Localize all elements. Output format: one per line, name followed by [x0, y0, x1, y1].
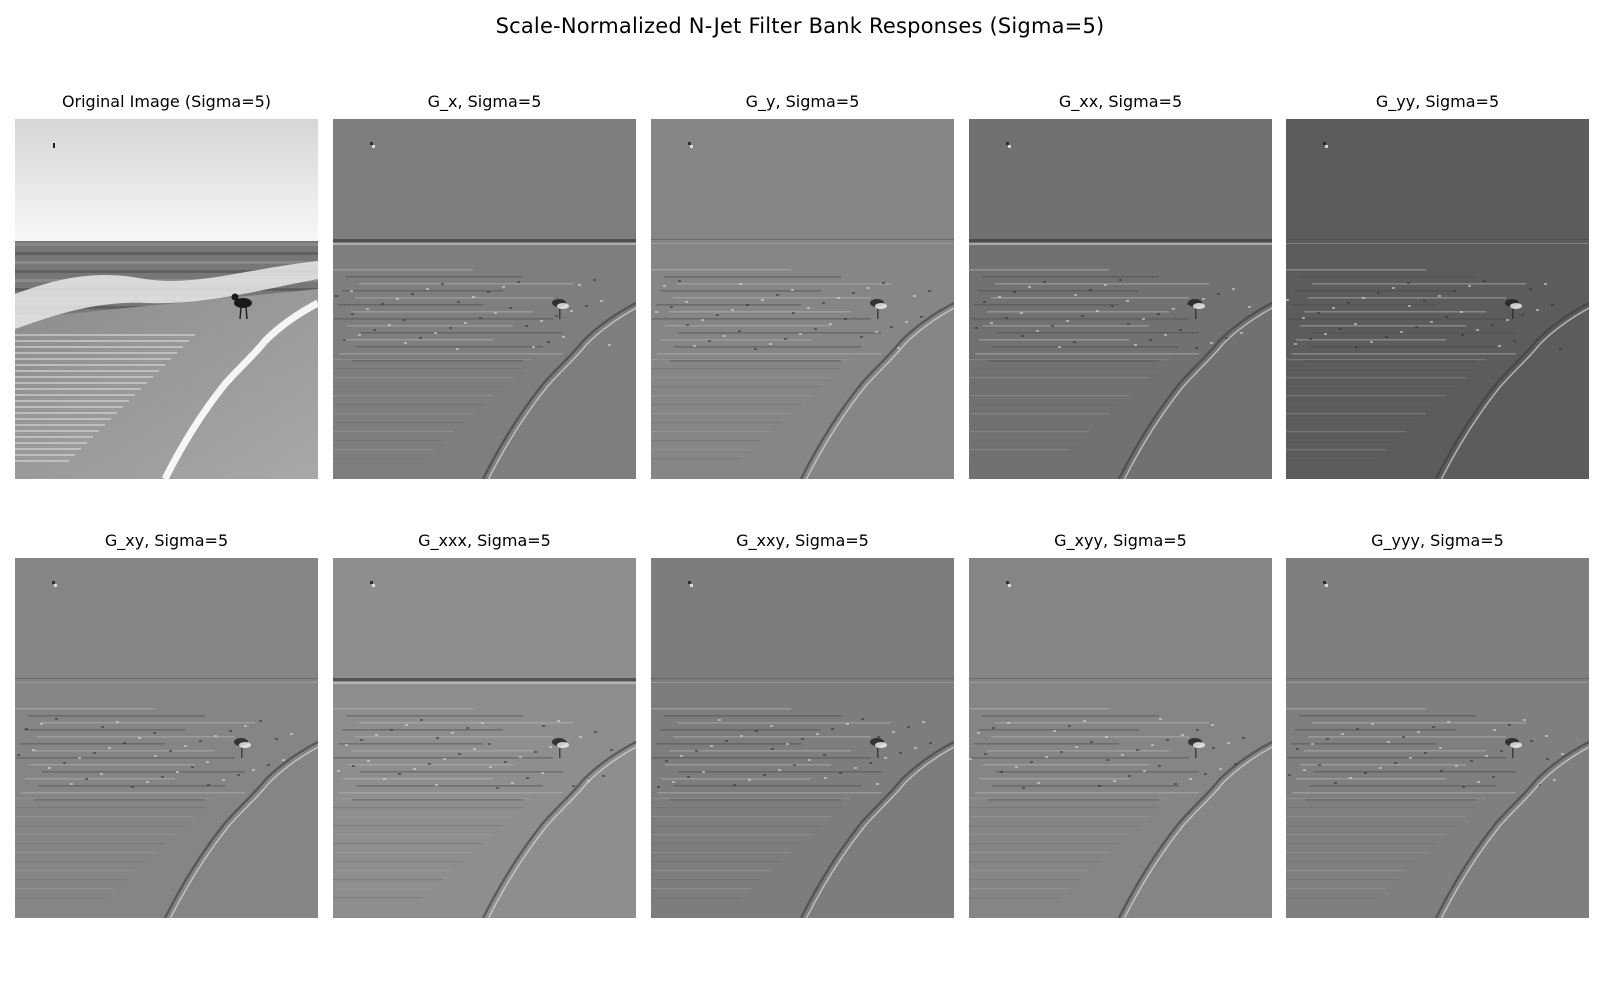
panel-image — [969, 558, 1272, 918]
panel-image-graphic — [1286, 558, 1589, 918]
panel-title: G_xx, Sigma=5 — [1058, 92, 1183, 111]
panel-image — [969, 119, 1272, 479]
panel-image — [333, 119, 636, 479]
panel-image-graphic — [15, 119, 318, 479]
panel-image — [1286, 119, 1589, 479]
panel-image — [333, 558, 636, 918]
panel-image-graphic — [651, 558, 954, 918]
panel-image-graphic — [969, 558, 1272, 918]
panel-image — [651, 119, 954, 479]
panel-image — [15, 558, 318, 918]
panel-image-graphic — [651, 119, 954, 479]
panel-image-graphic — [333, 119, 636, 479]
panel-image-graphic — [15, 558, 318, 918]
panel-image — [1286, 558, 1589, 918]
panel-title: G_yy, Sigma=5 — [1375, 92, 1500, 111]
panel-image — [15, 119, 318, 479]
panel-title: G_xyy, Sigma=5 — [1054, 531, 1187, 550]
figure-title: Scale-Normalized N-Jet Filter Bank Respo… — [495, 14, 1105, 38]
panel-title: G_xxx, Sigma=5 — [418, 531, 551, 550]
panel-title: G_x, Sigma=5 — [427, 92, 542, 111]
panel-image — [651, 558, 954, 918]
panel-image-graphic — [969, 119, 1272, 479]
panel-title: G_yyy, Sigma=5 — [1371, 531, 1504, 550]
panel-title: Original Image (Sigma=5) — [61, 92, 272, 111]
panel-title: G_xy, Sigma=5 — [104, 531, 229, 550]
panel-title: G_y, Sigma=5 — [745, 92, 860, 111]
panel-title: G_xxy, Sigma=5 — [736, 531, 869, 550]
panel-image-graphic — [1286, 119, 1589, 479]
panel-image-graphic — [333, 558, 636, 918]
